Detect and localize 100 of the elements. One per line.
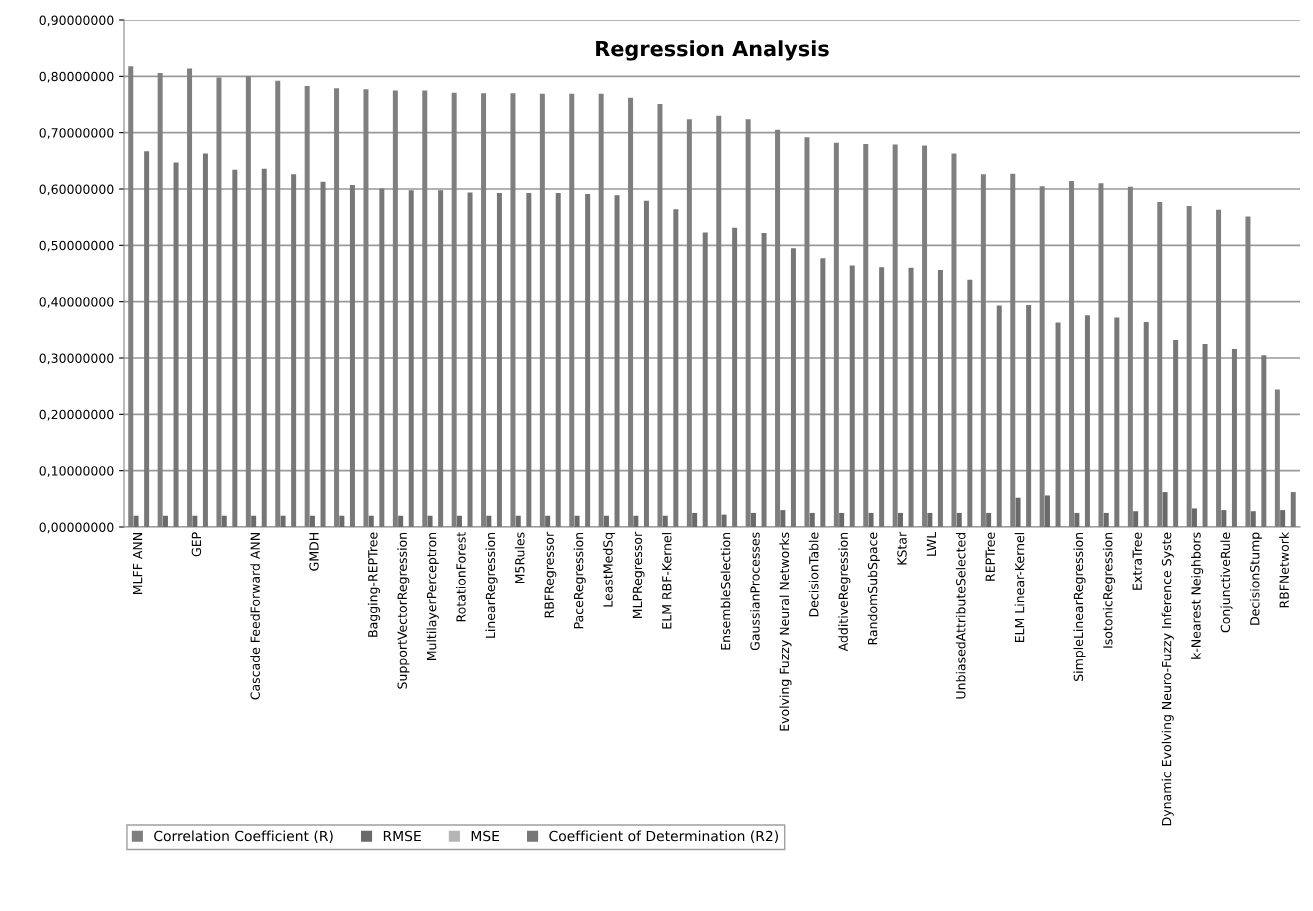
bar — [927, 512, 933, 527]
x-tick-label: LWL — [926, 531, 936, 556]
bar — [173, 162, 179, 527]
bar — [133, 515, 139, 527]
y-tick-label: 0,90000000 — [39, 15, 114, 27]
bar — [496, 192, 502, 527]
bar — [849, 265, 855, 527]
bar — [956, 512, 962, 527]
legend-label: RMSE — [383, 830, 421, 842]
bar — [809, 512, 815, 527]
x-tick-label: RandomSubSpace — [867, 532, 880, 645]
bar — [820, 258, 826, 527]
y-tick-label: 0,40000000 — [39, 297, 114, 308]
x-tick-label: IsotonicRegression — [1102, 532, 1115, 648]
x-tick-label: SimpleLinearRegression — [1073, 532, 1086, 681]
bar — [996, 305, 1002, 527]
bar — [1143, 321, 1149, 527]
bar — [545, 515, 551, 527]
x-tick-label: REPTree — [985, 532, 995, 581]
bar — [1084, 315, 1090, 527]
bar — [1221, 510, 1227, 527]
bar — [603, 515, 609, 527]
bar — [261, 168, 267, 527]
bar — [379, 188, 385, 527]
bar — [614, 195, 620, 527]
bar — [908, 267, 914, 527]
bar — [1290, 492, 1296, 527]
bar — [438, 190, 444, 527]
bar — [1114, 317, 1120, 527]
bar — [251, 515, 257, 527]
bar — [368, 515, 374, 527]
y-tick-label: 0,10000000 — [39, 466, 114, 477]
bar — [1202, 343, 1208, 527]
bar — [320, 181, 326, 527]
x-tick-label: GaussianProcesses — [750, 532, 760, 651]
y-tick-label: 0,00000000 — [39, 522, 114, 534]
x-tick-label: DecisionTable — [808, 532, 819, 617]
bar — [1231, 348, 1237, 527]
bar — [408, 190, 414, 527]
x-tick-label: LeastMedSq — [603, 533, 616, 607]
bar — [1173, 339, 1179, 527]
bar — [750, 512, 756, 527]
bar — [633, 515, 639, 527]
x-tick-label: SupportVectorRegression — [397, 532, 410, 689]
x-tick-label: Cascade FeedForward ANN — [250, 533, 260, 700]
x-tick-label: ConjunctiveRule — [1220, 532, 1233, 633]
x-tick-label: UnbiasedAttributeSelected — [955, 533, 966, 699]
x-tick-label: M5Rules — [514, 532, 525, 584]
bar — [280, 515, 286, 527]
bar — [790, 248, 796, 527]
x-tick-label: RotationForest — [456, 532, 466, 622]
bar — [1015, 497, 1021, 527]
x-tick-label: EnsembleSelection — [720, 532, 731, 650]
bar — [1250, 511, 1256, 527]
bar — [291, 174, 297, 527]
bar — [937, 270, 943, 527]
bar — [897, 512, 903, 527]
y-tick-label: 0,70000000 — [39, 128, 114, 139]
bar — [232, 169, 238, 527]
bar — [1026, 305, 1032, 527]
y-tick-label: 0,20000000 — [39, 409, 114, 421]
bar — [486, 515, 492, 527]
bar — [339, 515, 345, 527]
bar — [1191, 508, 1197, 527]
bar — [673, 209, 679, 527]
bar — [1133, 511, 1139, 527]
bar — [202, 153, 208, 527]
bar — [309, 515, 315, 527]
bar — [1280, 510, 1286, 527]
x-tick-label: AdditiveRegression — [838, 532, 851, 652]
bar — [192, 515, 198, 527]
bar — [1044, 495, 1050, 527]
x-tick-label: LinearRegression — [485, 532, 498, 638]
x-tick-label: ELM Linear-Kernel — [1014, 533, 1025, 643]
legend-label: Correlation Coefficient (R) — [154, 830, 333, 843]
bar — [761, 232, 767, 527]
bar — [1103, 512, 1109, 527]
bar — [732, 227, 738, 527]
x-tick-label: MLFF ANN — [133, 533, 143, 594]
x-tick-label: ExtraTree — [1132, 532, 1142, 590]
x-tick-label: k-Nearest Neighbors — [1191, 532, 1204, 659]
y-tick-label: 0,60000000 — [39, 184, 114, 196]
bar — [467, 192, 473, 527]
bar — [1055, 322, 1061, 527]
y-tick-label: 0,30000000 — [39, 353, 114, 365]
bar — [868, 512, 874, 527]
bar — [1074, 512, 1080, 527]
bar — [643, 200, 649, 527]
bar — [702, 232, 708, 527]
bar — [349, 185, 355, 527]
legend-label: MSE — [471, 830, 500, 842]
x-tick-label: MultilayerPerceptron — [426, 532, 439, 661]
bar — [555, 192, 561, 527]
bar — [398, 515, 404, 527]
y-tick-label: 0,50000000 — [39, 240, 114, 252]
x-tick-label: PaceRegression — [573, 532, 586, 629]
bar — [162, 515, 168, 527]
x-tick-label: DecisionStump — [1249, 532, 1262, 625]
x-tick-label: Dynamic Evolving Neuro-Fuzzy Inference Syste — [1161, 532, 1174, 826]
x-tick-label: Bagging-REPTree — [367, 532, 380, 637]
